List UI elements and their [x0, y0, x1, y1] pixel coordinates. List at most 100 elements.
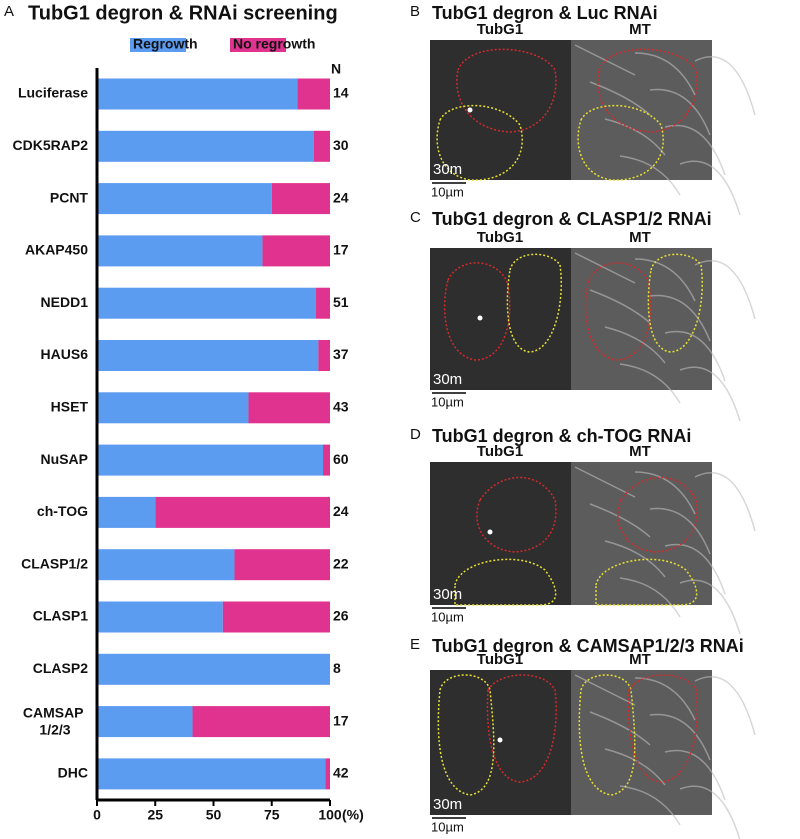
cell-outline	[578, 674, 636, 796]
column-label: MT	[629, 651, 651, 668]
microtubule	[664, 749, 726, 801]
panel-title: TubG1 degron & CAMSAP1/2/3 RNAi	[432, 636, 744, 656]
n-label: 17	[333, 712, 349, 728]
microtubule	[649, 294, 711, 342]
microtubule	[634, 471, 696, 515]
bar-segment	[97, 78, 298, 110]
microtubule	[604, 748, 666, 786]
panel-label: E	[410, 636, 420, 653]
microtubule	[679, 785, 741, 839]
bar-segment	[155, 496, 330, 528]
microtubule	[634, 258, 696, 302]
category-label: CLASP1/2	[21, 555, 88, 571]
spot	[477, 315, 483, 321]
n-header: N	[331, 61, 341, 77]
category-label: HSET	[51, 399, 89, 415]
microtubule	[589, 711, 651, 746]
microtubule	[679, 579, 741, 635]
microtubule	[649, 88, 711, 136]
category-label: NEDD1	[41, 294, 89, 310]
n-label: 42	[333, 765, 349, 781]
n-label: 43	[333, 399, 349, 415]
x-tick-label: 0	[93, 807, 101, 823]
spot	[467, 107, 473, 113]
microtubule	[664, 330, 726, 382]
panel-label: D	[410, 426, 421, 443]
bar-segment	[297, 78, 330, 110]
image-tubg1	[430, 40, 571, 180]
bar-segment	[316, 287, 330, 319]
category-label: CLASP1	[33, 608, 88, 624]
panel-label: A	[4, 3, 14, 20]
bar-segment	[97, 758, 326, 790]
scale-label: 10µm	[431, 184, 464, 199]
cell-outline	[595, 558, 698, 606]
bar-segment	[323, 444, 330, 476]
microtubule	[574, 44, 636, 76]
time-label: 30m	[433, 796, 462, 813]
cell-outline	[454, 558, 557, 606]
category-label: NuSAP	[41, 451, 88, 467]
bar-segment	[97, 340, 319, 371]
n-label: 22	[333, 555, 349, 571]
bar-segment	[192, 706, 330, 738]
microtubule	[694, 472, 756, 532]
n-label: 14	[333, 85, 349, 101]
microtubule	[634, 52, 696, 96]
microtubule	[619, 363, 681, 404]
microtubule	[664, 543, 726, 595]
microtubule	[604, 540, 666, 578]
category-label: DHC	[58, 765, 88, 781]
category-label: ch-TOG	[37, 503, 88, 519]
panel-title: TubG1 degron & ch-TOG RNAi	[432, 426, 691, 446]
bar-segment	[318, 340, 330, 371]
x-tick-label: 75	[264, 807, 280, 823]
microtubule	[589, 81, 651, 116]
image-mt	[571, 670, 712, 815]
legend-swatch	[130, 38, 186, 52]
microtubule	[694, 260, 756, 320]
microtubule	[694, 56, 756, 116]
x-tick-label: 25	[147, 807, 163, 823]
cell-outline	[627, 674, 698, 783]
cell-outline	[597, 48, 698, 133]
microtubule	[574, 252, 636, 284]
scale-label: 10µm	[431, 609, 464, 624]
microtubule	[679, 160, 741, 216]
category-label: PCNT	[50, 189, 89, 205]
column-label: MT	[629, 21, 651, 38]
spot	[497, 737, 503, 743]
time-label: 30m	[433, 161, 462, 178]
bar-segment	[97, 706, 193, 738]
cell-outline	[486, 674, 557, 783]
n-label: 26	[333, 608, 349, 624]
category-label: Luciferase	[18, 85, 88, 101]
image-tubg1	[430, 248, 571, 390]
n-label: 51	[333, 294, 349, 310]
category-label: CLASP2	[33, 660, 88, 676]
cell-outline	[617, 476, 698, 553]
legend-swatch	[230, 38, 286, 52]
bar-segment	[97, 130, 314, 162]
microtubule	[574, 674, 636, 706]
microtubule	[619, 785, 681, 826]
cell-outline	[476, 476, 557, 553]
bar-segment	[97, 392, 249, 424]
n-label: 24	[333, 189, 349, 205]
scale-label: 10µm	[431, 394, 464, 409]
bar-segment	[325, 758, 330, 790]
bar-segment	[262, 235, 330, 267]
column-label: TubG1	[477, 443, 523, 460]
n-label: 37	[333, 346, 349, 362]
microtubule	[589, 289, 651, 324]
bar-segment	[97, 653, 330, 685]
microtubule	[694, 676, 756, 736]
bar-segment	[97, 601, 223, 633]
n-label: 24	[333, 503, 349, 519]
cell-outline	[456, 48, 557, 133]
column-label: TubG1	[477, 229, 523, 246]
cell-outline	[443, 262, 511, 361]
image-tubg1	[430, 462, 571, 605]
microtubule	[634, 677, 696, 721]
